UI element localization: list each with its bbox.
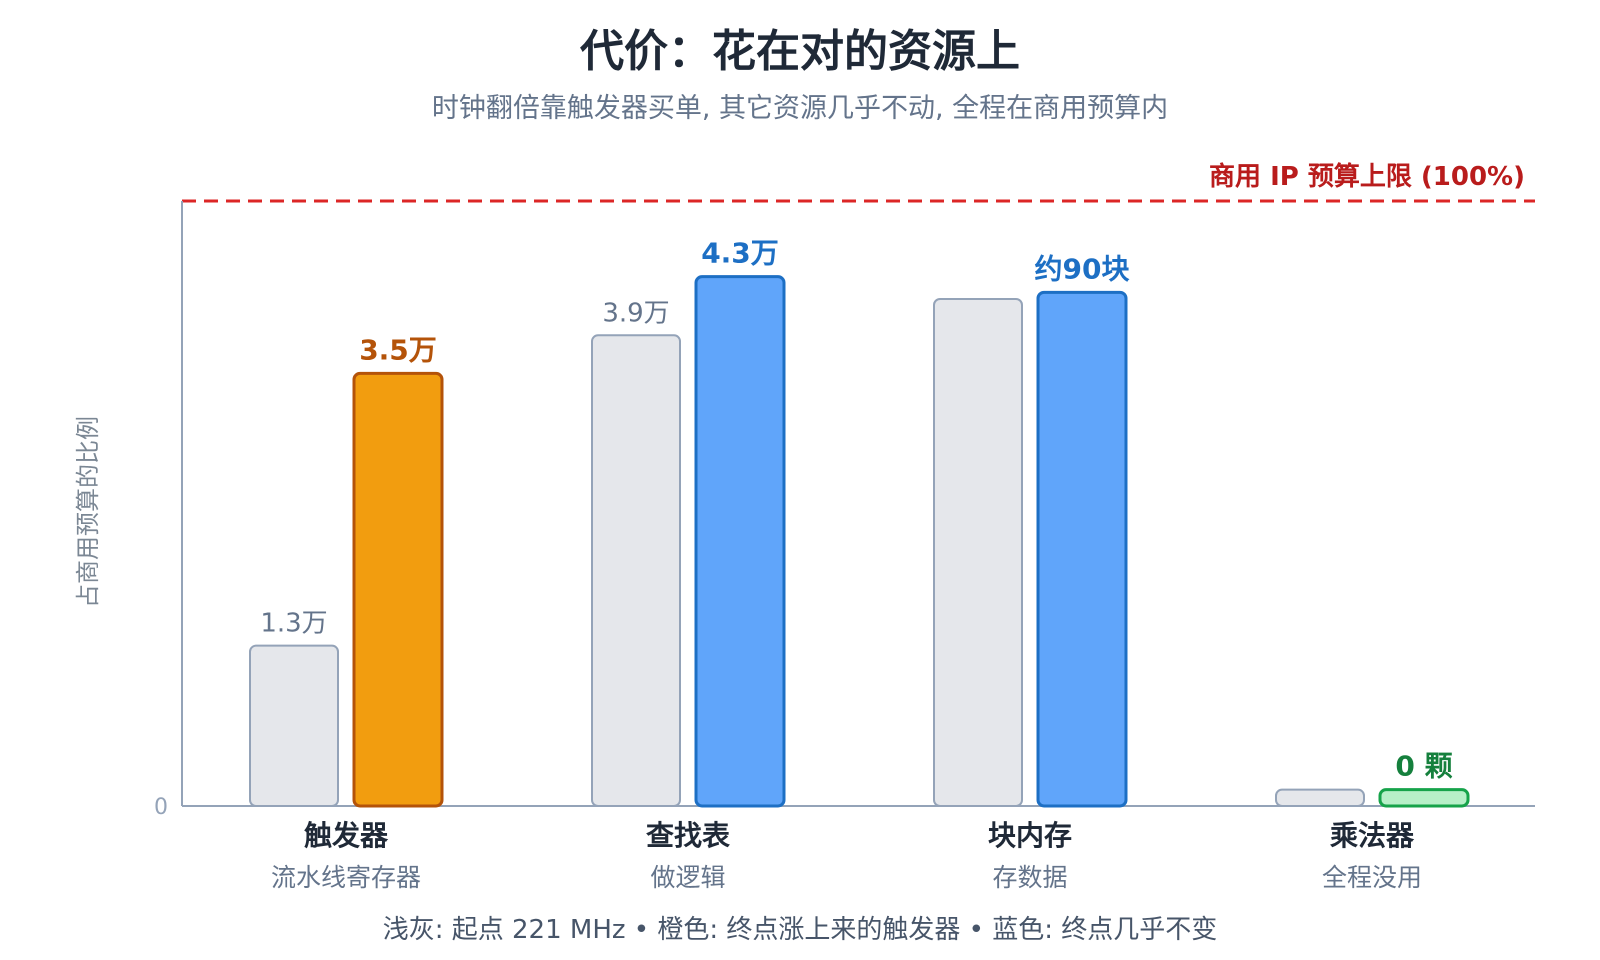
bar-end-label-1: 4.3万 xyxy=(701,237,779,270)
chart-subtitle: 时钟翻倍靠触发器买单, 其它资源几乎不动, 全程在商用预算内 xyxy=(432,93,1168,124)
budget-cap-label: 商用 IP 预算上限 (100%) xyxy=(1209,161,1525,192)
bar-end-0 xyxy=(352,371,444,808)
y-tick-zero: 0 xyxy=(154,795,168,820)
bar-end-3 xyxy=(1378,788,1470,808)
bar-start-0 xyxy=(249,644,339,807)
bar-start-label-1: 3.9万 xyxy=(602,298,669,328)
bar-start-1 xyxy=(591,334,681,807)
bar-end-2 xyxy=(1036,290,1128,808)
category-sub-3: 全程没用 xyxy=(1322,863,1422,892)
category-sub-2: 存数据 xyxy=(992,863,1067,892)
category-name-0: 触发器 xyxy=(304,819,389,852)
bar-end-label-2: 约90块 xyxy=(1035,252,1130,285)
footnote: 浅灰: 起点 221 MHz • 橙色: 终点涨上来的触发器 • 蓝色: 终点几… xyxy=(383,915,1218,945)
bar-start-2 xyxy=(933,298,1023,807)
chart-title: 代价：花在对的资源上 xyxy=(579,26,1020,77)
bar-end-label-3: 0 颗 xyxy=(1395,750,1452,783)
bar-start-label-0: 1.3万 xyxy=(260,609,327,639)
bar-start-3 xyxy=(1275,788,1365,807)
bar-end-1 xyxy=(694,275,786,808)
category-sub-0: 流水线寄存器 xyxy=(271,863,421,892)
category-sub-1: 做逻辑 xyxy=(650,863,725,892)
category-name-3: 乘法器 xyxy=(1330,819,1415,852)
bar-end-label-0: 3.5万 xyxy=(359,333,437,366)
category-name-1: 查找表 xyxy=(646,819,730,852)
category-name-2: 块内存 xyxy=(988,819,1072,852)
y-axis-label: 占商用预算的比例 xyxy=(74,416,102,608)
